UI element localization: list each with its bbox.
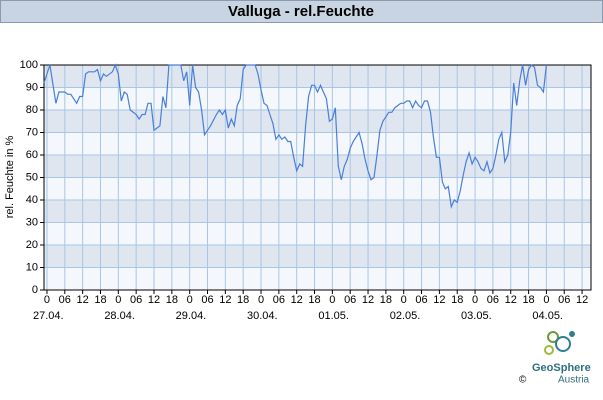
grid-band bbox=[44, 155, 591, 178]
x-tick-label: 06 bbox=[415, 294, 427, 306]
x-tick-label: 0 bbox=[258, 294, 264, 306]
y-tick-label: 50 bbox=[26, 171, 38, 183]
x-tick-label: 18 bbox=[380, 294, 392, 306]
x-tick-label: 0 bbox=[329, 294, 335, 306]
logo-mark bbox=[555, 336, 571, 352]
logo-mark bbox=[569, 331, 575, 337]
x-tick-label: 06 bbox=[201, 294, 213, 306]
date-label: 03.05. bbox=[461, 310, 492, 322]
x-tick-label: 0 bbox=[543, 294, 549, 306]
x-tick-label: 12 bbox=[505, 294, 517, 306]
y-tick-label: 70 bbox=[26, 126, 38, 138]
x-tick-label: 06 bbox=[344, 294, 356, 306]
logo-country: Austria bbox=[558, 375, 590, 386]
x-tick-label: 18 bbox=[237, 294, 249, 306]
date-label: 01.05. bbox=[318, 310, 349, 322]
x-tick-label: 18 bbox=[451, 294, 463, 306]
x-tick-label: 12 bbox=[362, 294, 374, 306]
date-label: 30.04. bbox=[247, 310, 278, 322]
y-tick-label: 20 bbox=[26, 239, 38, 251]
y-tick-label: 90 bbox=[26, 81, 38, 93]
x-tick-label: 06 bbox=[273, 294, 285, 306]
x-tick-label: 12 bbox=[77, 294, 89, 306]
x-tick-label: 0 bbox=[44, 294, 50, 306]
grid-band bbox=[44, 245, 591, 268]
date-label: 02.05. bbox=[390, 310, 421, 322]
x-tick-label: 0 bbox=[115, 294, 121, 306]
x-tick-label: 0 bbox=[401, 294, 407, 306]
data-line bbox=[43, 63, 547, 209]
x-tick-label: 18 bbox=[308, 294, 320, 306]
x-tick-label: 06 bbox=[130, 294, 142, 306]
y-axis-label: rel. Feuchte in % bbox=[4, 136, 16, 219]
logo bbox=[544, 331, 575, 355]
x-tick-label: 06 bbox=[558, 294, 570, 306]
x-tick-label: 0 bbox=[187, 294, 193, 306]
x-tick-label: 12 bbox=[148, 294, 160, 306]
plot-border bbox=[43, 64, 592, 291]
x-tick-label: 18 bbox=[94, 294, 106, 306]
copyright: © bbox=[519, 375, 527, 386]
grid-band bbox=[44, 110, 591, 133]
plot-area: 0 10 20 30 40 50 60 70 80 90 100 0 06 12 18 0 06 12 18 0 06 1… bbox=[20, 59, 592, 322]
date-label: 29.04. bbox=[176, 310, 207, 322]
chart-title: Valluga - rel.Feuchte bbox=[228, 3, 374, 20]
x-tick-label: 18 bbox=[522, 294, 534, 306]
x-tick-label: 06 bbox=[59, 294, 71, 306]
y-tick-label: 80 bbox=[26, 104, 38, 116]
date-label: 27.04. bbox=[33, 310, 64, 322]
x-tick-label: 12 bbox=[291, 294, 303, 306]
x-tick-label: 06 bbox=[487, 294, 499, 306]
x-tick-label: 0 bbox=[472, 294, 478, 306]
x-tick-label: 18 bbox=[166, 294, 178, 306]
logo-brand: GeoSphere bbox=[532, 362, 591, 374]
x-tick-label: 12 bbox=[219, 294, 231, 306]
logo-mark bbox=[544, 345, 554, 355]
y-tick-label: 10 bbox=[26, 261, 38, 273]
grid-band bbox=[44, 65, 591, 88]
y-tick-label: 100 bbox=[20, 59, 38, 71]
y-tick-label: 0 bbox=[32, 284, 38, 296]
y-tick-label: 40 bbox=[26, 194, 38, 206]
date-label: 28.04. bbox=[104, 310, 135, 322]
grid-band bbox=[44, 200, 591, 223]
x-tick-label: 12 bbox=[576, 294, 588, 306]
y-tick-label: 30 bbox=[26, 216, 38, 228]
x-tick-label: 12 bbox=[433, 294, 445, 306]
date-label: 04.05. bbox=[532, 310, 563, 322]
logo-mark bbox=[547, 331, 559, 343]
y-tick-label: 60 bbox=[26, 149, 38, 161]
